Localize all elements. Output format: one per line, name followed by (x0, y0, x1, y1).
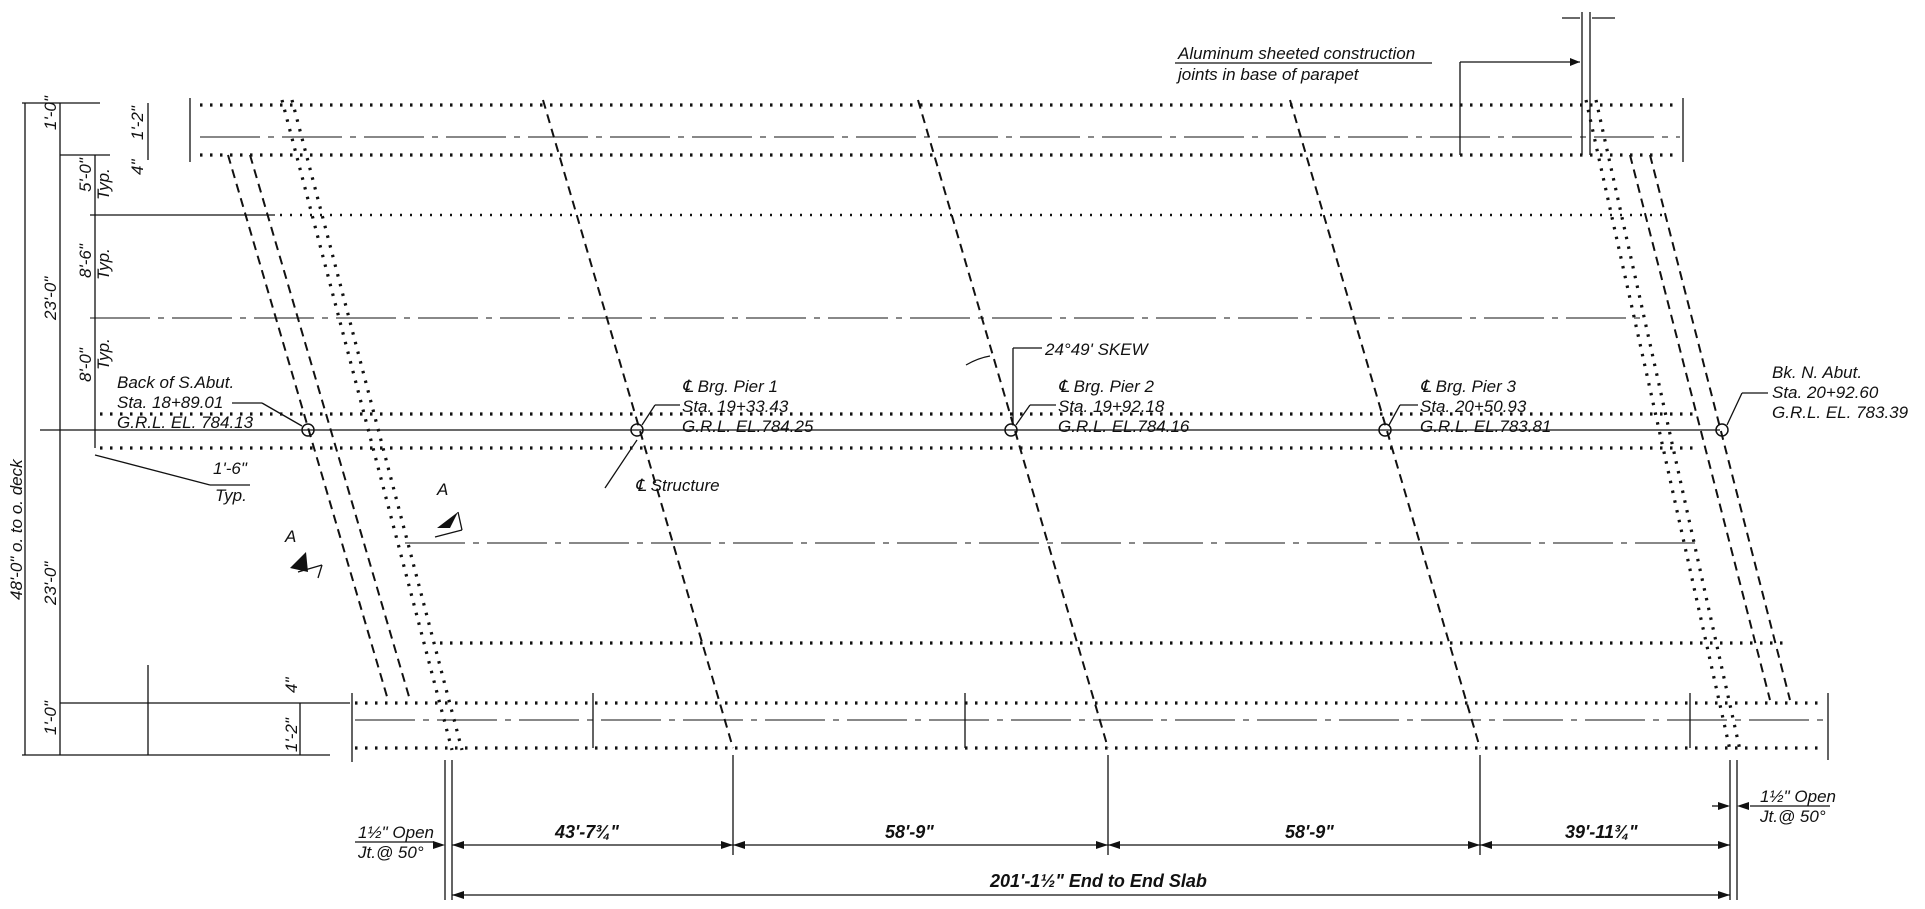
svg-text:G.R.L. EL.784.16: G.R.L. EL.784.16 (1058, 417, 1190, 436)
dim-top-4: 4" (128, 159, 147, 175)
marker-north-abutment (1715, 423, 1729, 437)
svg-text:℄ Brg. Pier 2: ℄ Brg. Pier 2 (1058, 377, 1154, 396)
svg-text:Bk. N. Abut.: Bk. N. Abut. (1772, 363, 1862, 382)
open-joint-left-line-1: 1½" Open (358, 823, 434, 842)
svg-text:G.R.L. EL.784.25: G.R.L. EL.784.25 (682, 417, 814, 436)
left-dimensions: 48'-0" o. to o. deck 1'-0" 23'-0" 23'-0"… (7, 95, 350, 756)
dim-offset-1-6: 1'-6" (213, 459, 248, 478)
open-joint-right-line-1: 1½" Open (1760, 787, 1836, 806)
dim-typ-a: Typ. (94, 168, 113, 200)
dim-spacing-8-6: 8'-6" (76, 243, 95, 278)
deck-lines (40, 98, 1829, 762)
dim-overall: 48'-0" o. to o. deck (7, 458, 26, 600)
skew-label: 24°49' SKEW (1044, 340, 1150, 359)
abutment-n-dotted-a (1584, 99, 1732, 751)
section-mark-a-lower: A (284, 527, 323, 579)
span-1-label: 43'-7¾" (554, 822, 619, 842)
total-length-label: 201'-1½" End to End Slab (989, 871, 1207, 891)
span-2-label: 58'-9" (885, 822, 934, 842)
dim-top-half: 23'-0" (41, 276, 60, 321)
parapet-joints (592, 12, 1691, 748)
station-south-abutment: Back of S.Abut. Sta. 18+89.01 G.R.L. EL.… (117, 373, 303, 432)
notes: Aluminum sheeted construction joints in … (604, 44, 1432, 495)
section-marks: A A (284, 480, 463, 579)
abutment-n-dotted-b (1594, 99, 1742, 751)
dim-top-1-2: 1'-2" (128, 105, 147, 140)
marker-south-abutment (301, 423, 315, 437)
svg-text:Sta. 19+33.43: Sta. 19+33.43 (682, 397, 789, 416)
joint-arrowhead (1570, 58, 1580, 66)
station-north-abutment: Bk. N. Abut. Sta. 20+92.60 G.R.L. EL. 78… (1726, 363, 1909, 426)
open-joint-left-line-2: Jt.@ 50° (357, 843, 424, 862)
span-dimensions: 43'-7¾" 58'-9" 58'-9" 39'-11¾" 201'-1½" … (444, 755, 1738, 900)
dim-bottom-half: 23'-0" (41, 561, 60, 606)
centerline-leader (604, 439, 638, 489)
svg-text:A: A (284, 527, 296, 546)
abutment-s-dotted-b (290, 99, 464, 751)
dim-spacing-8-0: 8'-0" (76, 347, 95, 382)
section-mark-a-upper: A (434, 480, 463, 538)
dim-bottom-4: 4" (282, 677, 301, 693)
joints-note-line-2: joints in base of parapet (1176, 65, 1360, 84)
dim-offset-typ: Typ. (215, 486, 247, 505)
dim-top-parapet: 1'-0" (41, 95, 60, 130)
abutment-s-dotted-a (280, 99, 454, 751)
svg-text:G.R.L. EL. 783.39: G.R.L. EL. 783.39 (1772, 403, 1909, 422)
station-pier-3: ℄ Brg. Pier 3 Sta. 20+50.93 G.R.L. EL.78… (1388, 377, 1551, 436)
marker-pier-1 (630, 423, 644, 437)
svg-text:℄ Brg. Pier 1: ℄ Brg. Pier 1 (682, 377, 778, 396)
skew-angle-arc (965, 355, 991, 366)
dim-typ-c: Typ. (94, 338, 113, 370)
span-3-label: 58'-9" (1285, 822, 1334, 842)
dim-bottom-1-2: 1'-2" (282, 717, 301, 752)
abutment-s-line-a (227, 154, 389, 701)
station-callouts: Back of S.Abut. Sta. 18+89.01 G.R.L. EL.… (117, 363, 1909, 436)
span-4-label: 39'-11¾" (1565, 822, 1638, 842)
joints-note-line-1: Aluminum sheeted construction (1177, 44, 1415, 63)
dim-spacing-5: 5'-0" (76, 157, 95, 192)
abutment-n-line-b (1649, 154, 1791, 701)
svg-text:Sta. 18+89.01: Sta. 18+89.01 (117, 393, 223, 412)
open-joint-right-line-2: Jt.@ 50° (1759, 807, 1826, 826)
svg-text:Sta. 19+92.18: Sta. 19+92.18 (1058, 397, 1165, 416)
marker-pier-3 (1378, 423, 1392, 437)
station-pier-2: ℄ Brg. Pier 2 Sta. 19+92.18 G.R.L. EL.78… (1015, 377, 1190, 436)
centerline-label: ℄ Structure (635, 476, 720, 495)
svg-text:G.R.L. EL. 784.13: G.R.L. EL. 784.13 (117, 413, 254, 432)
dim-bottom-parapet: 1'-0" (41, 700, 60, 735)
marker-pier-2 (1004, 423, 1018, 437)
svg-text:G.R.L. EL.783.81: G.R.L. EL.783.81 (1420, 417, 1551, 436)
svg-text:A: A (436, 480, 448, 499)
station-pier-1: ℄ Brg. Pier 1 Sta. 19+33.43 G.R.L. EL.78… (641, 377, 814, 436)
svg-text:℄ Brg. Pier 3: ℄ Brg. Pier 3 (1420, 377, 1516, 396)
svg-text:Sta. 20+50.93: Sta. 20+50.93 (1420, 397, 1527, 416)
svg-text:Sta. 20+92.60: Sta. 20+92.60 (1772, 383, 1879, 402)
offset-leader (94, 454, 211, 486)
abutment-n-line-a (1629, 154, 1771, 701)
dim-typ-b: Typ. (94, 248, 113, 280)
open-joint-callouts: 1½" Open Jt.@ 50° 1½" Open Jt.@ 50° (355, 787, 1836, 862)
abutment-s-line-b (249, 154, 411, 701)
svg-text:Back of S.Abut.: Back of S.Abut. (117, 373, 234, 392)
bearing-markers (301, 423, 1729, 437)
